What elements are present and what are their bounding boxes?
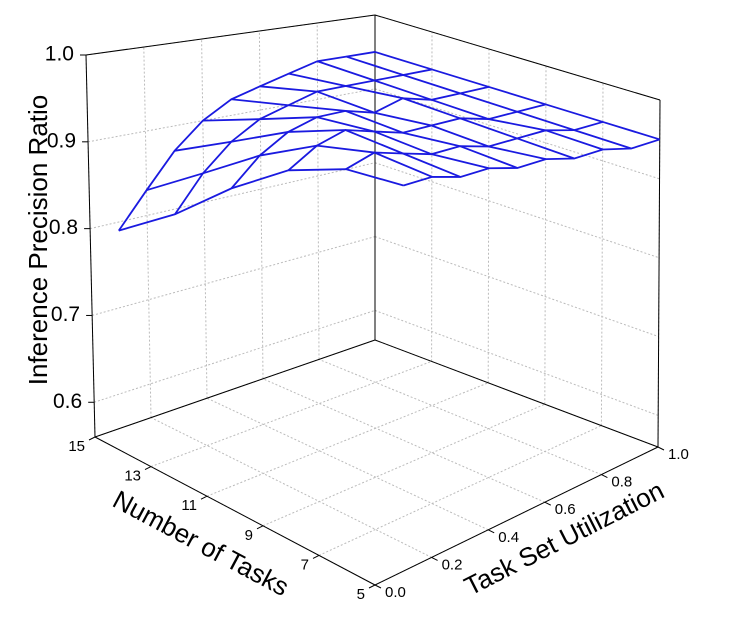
- tick-mark: [256, 525, 264, 530]
- grid-line: [150, 417, 432, 558]
- grid-line: [89, 162, 376, 230]
- axis-box: [374, 446, 659, 586]
- x-tick-label: 0.6: [555, 501, 576, 518]
- x-axis-title: Task Set Utilization: [459, 475, 668, 601]
- z-tick-label: 0.8: [49, 216, 78, 239]
- x-tick-label: 0.2: [442, 556, 463, 573]
- surface-line: [230, 86, 490, 189]
- x-tick-label: 0.4: [498, 529, 519, 546]
- tick-mark: [657, 446, 665, 451]
- grid-line: [318, 358, 602, 476]
- surface-line: [231, 98, 518, 169]
- surface-line: [345, 121, 604, 170]
- tick-mark: [431, 556, 438, 561]
- grid-line: [374, 236, 659, 338]
- grid-line: [143, 46, 152, 418]
- surface-line: [403, 138, 661, 187]
- x-tick-label: 1.0: [668, 446, 689, 463]
- axis-box: [374, 339, 659, 448]
- y-axis-title: Number of Tasks: [108, 484, 294, 602]
- z-tick-label: 1.0: [45, 43, 74, 66]
- y-tick-label: 7: [301, 556, 309, 573]
- surface-line: [345, 55, 632, 150]
- tick-mark: [487, 529, 495, 534]
- y-tick-label: 9: [245, 527, 253, 544]
- tick-mark: [200, 495, 208, 500]
- surface-line: [174, 68, 433, 215]
- grid-line: [600, 82, 604, 426]
- axis-box: [85, 54, 96, 438]
- surface-line: [287, 103, 547, 171]
- axis-box: [94, 339, 376, 438]
- y-tick-label: 15: [68, 438, 85, 455]
- grid-line: [206, 397, 489, 531]
- grid-line: [150, 360, 432, 468]
- grid-line: [258, 30, 264, 379]
- axis-box: [657, 99, 661, 448]
- grid-line: [262, 378, 546, 503]
- z-tick-label: 0.7: [51, 303, 80, 326]
- y-tick-label: 11: [181, 497, 197, 514]
- z-axis-title: Inference Precision Ratio: [23, 95, 53, 385]
- z-tick-label: 0.9: [47, 129, 76, 152]
- grid-line: [92, 236, 376, 316]
- tick-mark: [368, 584, 376, 589]
- grid-line: [201, 38, 208, 399]
- tick-mark: [374, 584, 382, 589]
- grid-line: [374, 88, 660, 180]
- grid-line: [374, 309, 659, 416]
- grid-line: [487, 48, 490, 383]
- axis-box: [85, 14, 376, 56]
- tick-mark: [544, 501, 552, 506]
- grid-line: [94, 309, 376, 403]
- surface-line: [259, 85, 547, 160]
- y-tick-label: 13: [124, 468, 141, 485]
- surface-line: [146, 144, 433, 192]
- surface-line: [118, 168, 404, 232]
- grid-line: [316, 22, 320, 360]
- surface-line: [288, 72, 575, 160]
- surface-line: [374, 51, 661, 141]
- surface-line: [202, 116, 490, 170]
- grid-line: [87, 88, 376, 143]
- grid-line: [262, 403, 545, 527]
- surface-line: [174, 129, 461, 178]
- grid-line: [206, 382, 489, 497]
- axis-box: [374, 14, 661, 101]
- surface-line: [118, 51, 376, 232]
- tick-mark: [144, 466, 152, 471]
- x-tick-label: 0.0: [385, 584, 406, 601]
- x-tick-label: 0.8: [611, 474, 632, 491]
- tick-mark: [601, 474, 608, 479]
- surface-line: [317, 60, 604, 151]
- z-tick-label: 0.6: [53, 390, 82, 413]
- grid-line: [374, 162, 660, 259]
- y-tick-label: 5: [357, 586, 365, 603]
- axis-box: [94, 436, 376, 586]
- tick-mark: [312, 554, 320, 559]
- grid-line: [544, 65, 547, 405]
- tick-mark: [88, 436, 96, 441]
